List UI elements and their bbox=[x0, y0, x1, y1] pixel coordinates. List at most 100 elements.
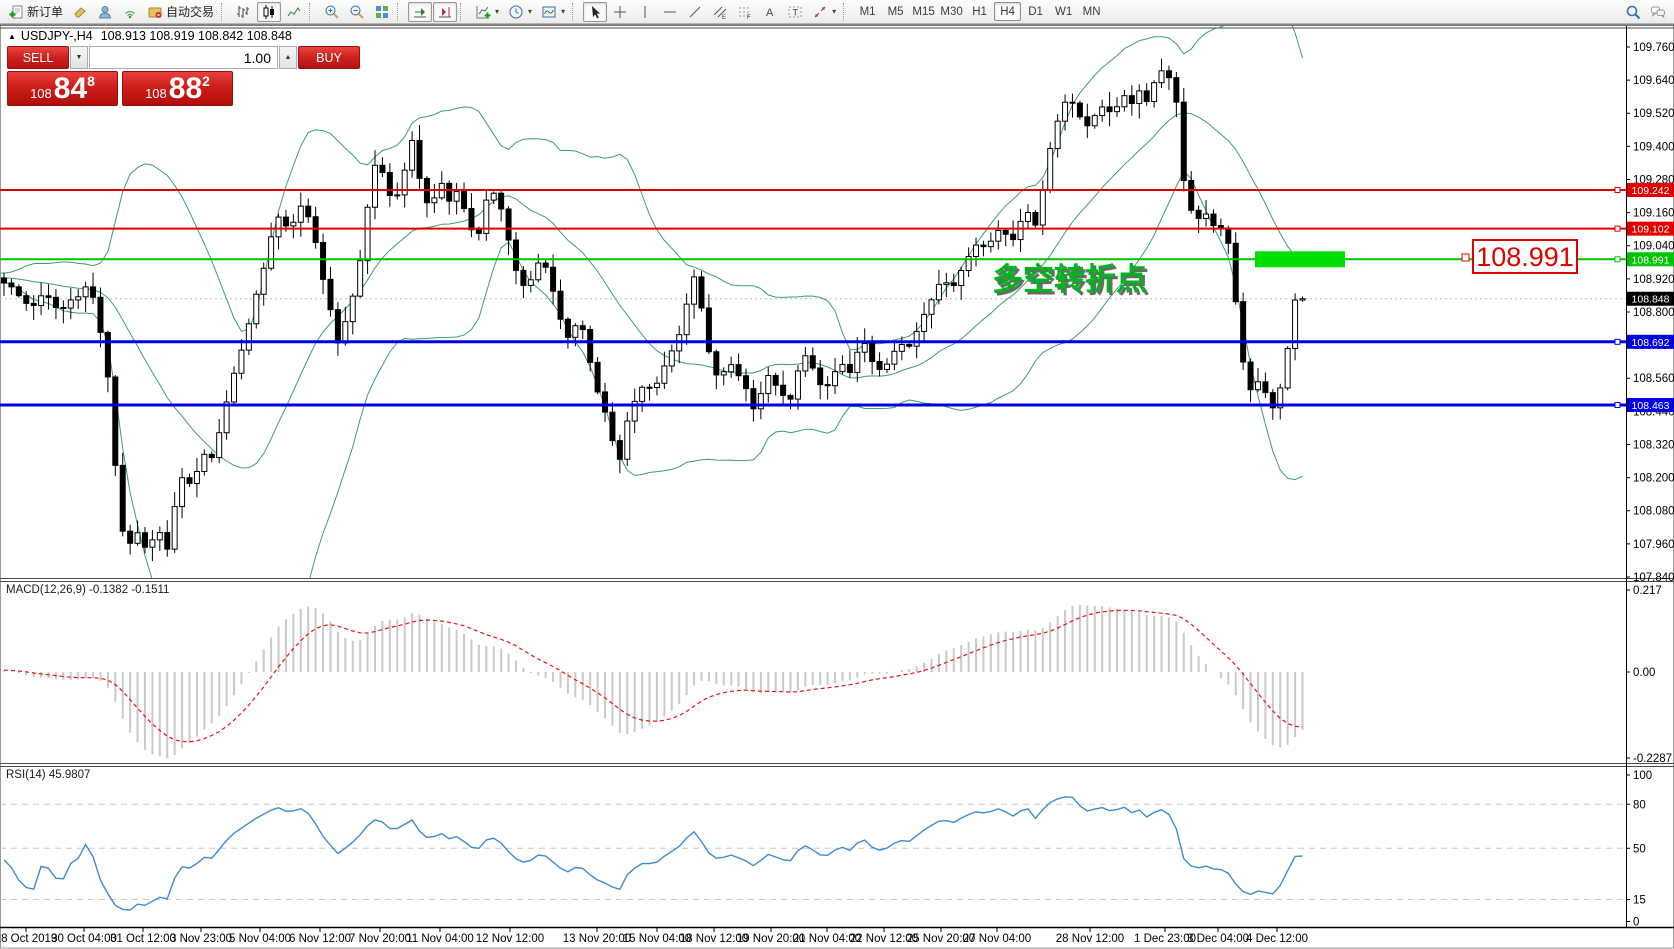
chat-button[interactable] bbox=[1646, 2, 1670, 22]
candle bbox=[127, 524, 134, 555]
price-tick-label: 109.040 bbox=[1633, 241, 1674, 253]
rsi-tick-label: 0 bbox=[1633, 917, 1639, 929]
timeframe-m5-button[interactable]: M5 bbox=[887, 5, 904, 18]
level-line-anchor bbox=[1614, 225, 1621, 232]
axis-price-label: 108.991 bbox=[1627, 252, 1674, 267]
autotrade-button[interactable]: 自动交易 bbox=[143, 2, 218, 22]
collapse-triangle-icon[interactable]: ▲ bbox=[8, 32, 16, 41]
candle bbox=[1076, 100, 1083, 120]
candle bbox=[149, 530, 156, 562]
macd-histogram bbox=[3, 604, 1304, 759]
channel-button[interactable]: E bbox=[708, 2, 732, 22]
timeframe-mn-button[interactable]: MN bbox=[1082, 5, 1101, 18]
toolbar-separator bbox=[843, 2, 851, 21]
indicators-button[interactable]: ▾ bbox=[471, 2, 503, 22]
arrows-button[interactable]: ▾ bbox=[808, 2, 840, 22]
buy-button[interactable]: BUY bbox=[298, 46, 360, 69]
chart-annotation-text[interactable]: 多空转折点 bbox=[992, 262, 1147, 297]
candle bbox=[1180, 87, 1187, 192]
price-tick-label: 109.760 bbox=[1633, 42, 1674, 54]
signals-button[interactable] bbox=[118, 2, 142, 22]
auto-scroll-button[interactable] bbox=[408, 1, 433, 22]
candle bbox=[223, 390, 230, 440]
timeframe-h1-button[interactable]: H1 bbox=[972, 5, 987, 18]
candle bbox=[468, 193, 475, 238]
rsi-pane[interactable] bbox=[0, 796, 1626, 911]
timeframe-m15-button[interactable]: M15 bbox=[912, 5, 935, 18]
fibonacci-button[interactable]: F bbox=[733, 2, 757, 22]
macd-pane[interactable] bbox=[3, 604, 1304, 759]
toolbar-separator bbox=[397, 2, 405, 21]
buy-price-sup: 2 bbox=[202, 73, 210, 89]
candle bbox=[231, 366, 238, 405]
clock-icon bbox=[508, 4, 524, 20]
candle bbox=[238, 339, 245, 380]
buy-price-button[interactable]: 108 88 2 bbox=[122, 71, 233, 106]
volume-increase-button[interactable]: ▲ bbox=[279, 46, 297, 69]
time-tick-label: 22 Nov 12:00 bbox=[850, 933, 918, 945]
eraser-button[interactable] bbox=[68, 2, 92, 22]
candle bbox=[1047, 141, 1054, 194]
timeframe-h4-button[interactable]: H4 bbox=[994, 2, 1022, 21]
sell-price-button[interactable]: 108 84 8 bbox=[7, 71, 118, 106]
zoom-in-button[interactable] bbox=[320, 2, 344, 22]
label-button[interactable]: T bbox=[783, 2, 807, 22]
candle bbox=[646, 383, 653, 401]
text-button[interactable]: A bbox=[758, 2, 782, 22]
candle bbox=[794, 365, 801, 410]
search-button[interactable] bbox=[1621, 2, 1645, 22]
macd-axis[interactable]: 0.217 0.00 -0.2287 bbox=[1626, 585, 1672, 765]
candle bbox=[134, 520, 141, 546]
search-icon bbox=[1625, 4, 1641, 20]
periods-button[interactable]: ▾ bbox=[504, 2, 536, 22]
timeframe-m30-button[interactable]: M30 bbox=[940, 5, 963, 18]
timeframe-w1-button[interactable]: W1 bbox=[1054, 5, 1073, 18]
vertical-line-button[interactable] bbox=[633, 2, 657, 22]
chart-shift-icon bbox=[437, 4, 453, 20]
timeframe-d1-button[interactable]: D1 bbox=[1028, 5, 1043, 18]
sell-button[interactable]: SELL bbox=[7, 46, 69, 69]
templates-button[interactable]: ▾ bbox=[537, 2, 569, 22]
bars-icon bbox=[236, 4, 252, 20]
bar-chart-button[interactable] bbox=[232, 2, 256, 22]
candle bbox=[950, 273, 957, 292]
price-tag-text: 108.991 bbox=[1476, 242, 1574, 272]
macd-tick-label: -0.2287 bbox=[1633, 753, 1672, 765]
candle bbox=[394, 182, 401, 200]
line-chart-button[interactable] bbox=[282, 2, 306, 22]
candle bbox=[1069, 93, 1076, 118]
svg-text:109.102: 109.102 bbox=[1632, 224, 1670, 236]
candle bbox=[987, 232, 994, 253]
timeframe-m1-button[interactable]: M1 bbox=[859, 5, 876, 18]
chart-annotation-shadow: 多空转折点 bbox=[995, 265, 1150, 300]
volume-decrease-button[interactable]: ▼ bbox=[70, 46, 88, 69]
crosshair-button[interactable] bbox=[608, 2, 632, 22]
chevron-down-icon: ▾ bbox=[528, 7, 533, 16]
volume-input[interactable] bbox=[89, 46, 278, 69]
price-axis[interactable]: 109.760109.640109.520109.400109.280109.1… bbox=[1626, 42, 1674, 584]
tile-windows-button[interactable] bbox=[370, 2, 394, 22]
template-icon bbox=[541, 4, 557, 20]
horizontal-line-button[interactable] bbox=[658, 2, 682, 22]
candle bbox=[1203, 200, 1210, 227]
candle bbox=[668, 344, 675, 373]
zoom-out-button[interactable] bbox=[345, 2, 369, 22]
chart-shift-button[interactable] bbox=[433, 1, 458, 22]
profile-button[interactable] bbox=[93, 2, 117, 22]
highlight-rectangle-object[interactable] bbox=[1255, 251, 1345, 268]
new-order-button[interactable]: 新订单 bbox=[4, 2, 67, 22]
cursor-button[interactable] bbox=[583, 1, 608, 22]
rsi-axis[interactable]: 100 80 50 15 0 bbox=[1626, 770, 1652, 929]
price-tick-label: 108.920 bbox=[1633, 274, 1674, 286]
candle bbox=[75, 289, 82, 309]
candle-chart-button[interactable] bbox=[257, 1, 282, 22]
trendline-button[interactable] bbox=[683, 2, 707, 22]
candle bbox=[275, 213, 282, 250]
candle bbox=[995, 220, 1002, 250]
toolbar-separator bbox=[572, 2, 580, 21]
candle bbox=[290, 214, 297, 239]
price-tag-box[interactable] bbox=[1472, 239, 1578, 274]
